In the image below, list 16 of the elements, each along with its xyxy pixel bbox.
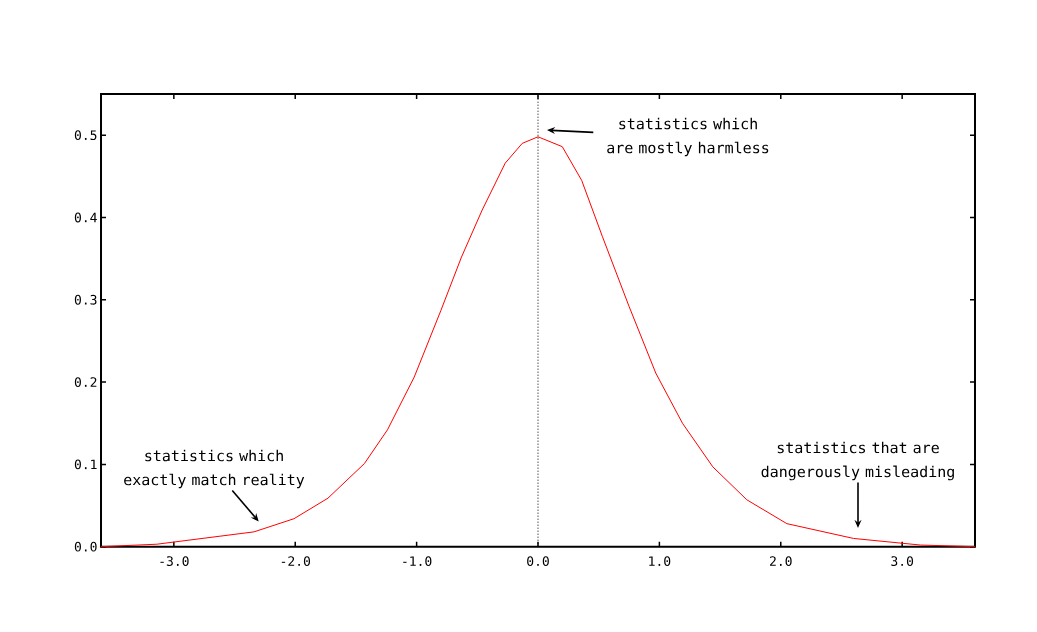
y-tick-label: 0.4 bbox=[74, 212, 97, 223]
x-tick-label: 3.0 bbox=[891, 556, 914, 567]
x-tick-label: 2.0 bbox=[770, 556, 792, 567]
annotation: statistics which are mostly harmless bbox=[607, 117, 769, 157]
annotation: statistics which exactly match reality bbox=[124, 449, 305, 489]
x-tick-label: -1.0 bbox=[403, 556, 432, 567]
y-tick-label: 0.3 bbox=[74, 294, 97, 305]
y-tick-label: 0.1 bbox=[74, 459, 97, 470]
x-tick-label: -2.0 bbox=[281, 556, 311, 567]
annotation: statistics that are dangerously misleading bbox=[761, 441, 954, 481]
x-tick-label: -3.0 bbox=[160, 556, 189, 567]
y-tick-label: 0.2 bbox=[74, 377, 97, 387]
y-tick-label: 0.0 bbox=[74, 541, 97, 552]
x-tick-label: 1.0 bbox=[649, 556, 671, 567]
y-tick-label: 0.5 bbox=[74, 130, 97, 141]
x-tick-label: 0.0 bbox=[527, 556, 549, 567]
